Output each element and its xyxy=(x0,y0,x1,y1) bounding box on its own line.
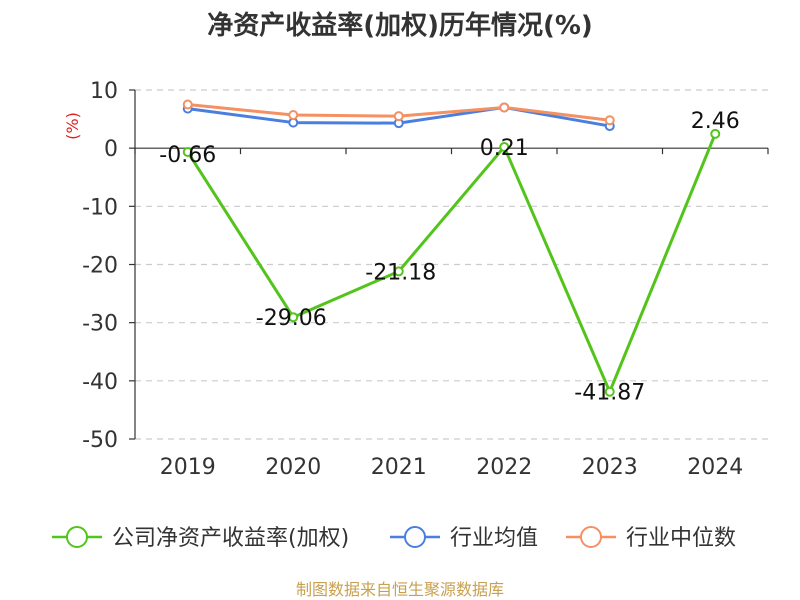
series-layer xyxy=(182,99,721,397)
legend-swatch-marker-2 xyxy=(580,526,602,548)
data-label-2020: -29.06 xyxy=(256,306,327,331)
series-line-0 xyxy=(186,133,717,394)
source-note: 制图数据来自恒生聚源数据库 xyxy=(296,580,504,599)
x-tick-label-2024: 2024 xyxy=(687,455,743,480)
series-0-point-2021 xyxy=(393,266,404,277)
series-0-point-2020 xyxy=(288,312,299,323)
legend-label-0: 公司净资产收益率(加权) xyxy=(112,526,349,551)
legend: 公司净资产收益率(加权) 行业均值 行业中位数 xyxy=(52,526,736,551)
grid-layer xyxy=(135,89,768,440)
legend-swatch-marker-0 xyxy=(66,526,88,548)
chart-title: 净资产收益率(加权)历年情况(%) xyxy=(207,10,593,41)
legend-item-1: 行业均值 xyxy=(390,526,538,551)
series-2-point-2021 xyxy=(393,111,404,122)
series-0-point-2024 xyxy=(710,128,721,139)
data-label-2023: -41.87 xyxy=(574,381,645,406)
series-0-point-2022 xyxy=(499,141,510,152)
y-tick-label-2: -10 xyxy=(82,195,118,220)
data-label-layer: -0.66 -29.06 -21.18 0.21 -41.87 2.46 xyxy=(159,109,739,406)
legend-item-2: 行业中位数 xyxy=(566,526,736,551)
x-tick-label-2022: 2022 xyxy=(476,455,532,480)
y-tick-label-6: -50 xyxy=(82,428,118,453)
data-label-2022: 0.21 xyxy=(480,136,529,161)
x-tick-label-2020: 2020 xyxy=(265,455,321,480)
y-tick-label-3: -20 xyxy=(82,254,118,279)
series-0-point-2023 xyxy=(604,386,615,397)
series-2-point-2020 xyxy=(288,110,299,121)
data-label-2019: -0.66 xyxy=(159,143,216,168)
y-tick-label-5: -40 xyxy=(82,370,118,395)
data-label-2024: 2.46 xyxy=(691,109,740,134)
series-2-point-2019 xyxy=(182,99,193,110)
y-tick-label-4: -30 xyxy=(82,312,118,337)
data-label-2021: -21.18 xyxy=(365,260,436,285)
series-2-point-2023 xyxy=(604,115,615,126)
series-0-point-2019 xyxy=(182,147,193,158)
legend-swatch-marker-1 xyxy=(404,526,426,548)
series-2-point-2022 xyxy=(499,102,510,113)
y-axis-unit-label: (%) xyxy=(63,112,82,140)
y-tick-label-1: 0 xyxy=(104,137,118,162)
x-tick-label-2021: 2021 xyxy=(371,455,427,480)
axis-layer: 10 0 -10 -20 -30 -40 -50 2019 2020 2021 2022 2023 20… xyxy=(82,79,769,480)
x-tick-label-2019: 2019 xyxy=(160,455,216,480)
y-tick-label-0: 10 xyxy=(90,79,118,104)
x-tick-label-2023: 2023 xyxy=(582,455,638,480)
legend-item-0: 公司净资产收益率(加权) xyxy=(52,526,349,551)
legend-label-1: 行业均值 xyxy=(450,526,538,551)
legend-label-2: 行业中位数 xyxy=(626,526,736,551)
